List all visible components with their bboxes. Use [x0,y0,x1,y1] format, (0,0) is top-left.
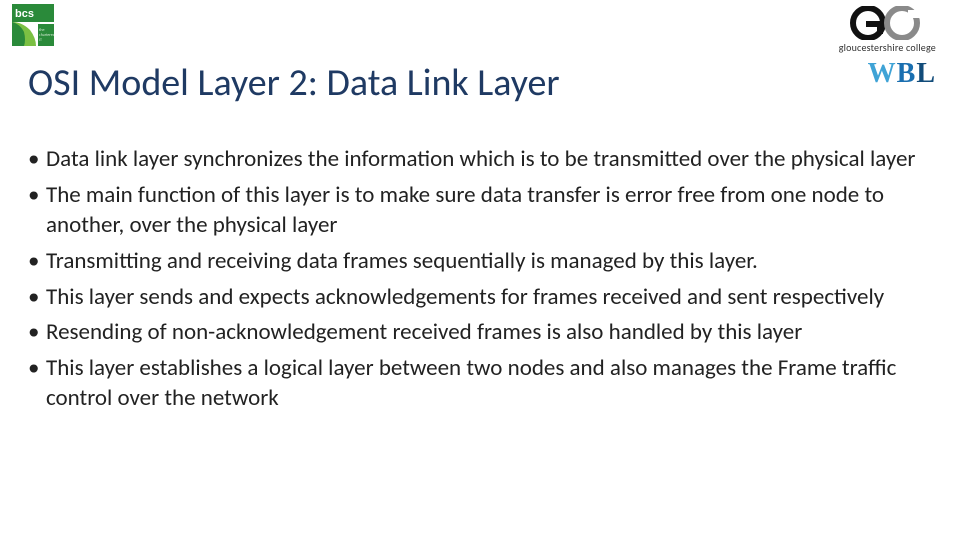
list-item: Resending of non-acknowledgement receive… [28,318,932,348]
list-item: Transmitting and receiving data frames s… [28,247,932,277]
list-item: This layer sends and expects acknowledge… [28,283,932,313]
bullet-text: This layer establishes a logical layer b… [46,354,896,412]
bcs-logo: bcs the chartered IT [12,4,54,46]
svg-text:bcs: bcs [15,8,34,20]
bullet-text: Transmitting and receiving data frames s… [46,247,758,275]
bullet-text: Resending of non-acknowledgement receive… [46,318,802,346]
list-item: This layer establishes a logical layer b… [28,354,932,414]
gc-logo: gloucestershire college [839,6,936,54]
wbl-letter-l: L [916,58,936,89]
svg-text:IT: IT [39,38,42,43]
gc-logo-label: gloucestershire college [839,41,936,54]
wbl-letter-b: B [897,58,917,89]
bullet-list: Data link layer synchronizes the informa… [28,145,932,420]
list-item: The main function of this layer is to ma… [28,181,932,241]
slide-title: OSI Model Layer 2: Data Link Layer [28,60,560,106]
wbl-logo: WBL [868,58,936,90]
bullet-text: The main function of this layer is to ma… [46,181,884,239]
list-item: Data link layer synchronizes the informa… [28,145,932,175]
bullet-text: Data link layer synchronizes the informa… [46,145,915,173]
wbl-letter-w: W [868,58,897,89]
bullet-text: This layer sends and expects acknowledge… [46,283,884,311]
